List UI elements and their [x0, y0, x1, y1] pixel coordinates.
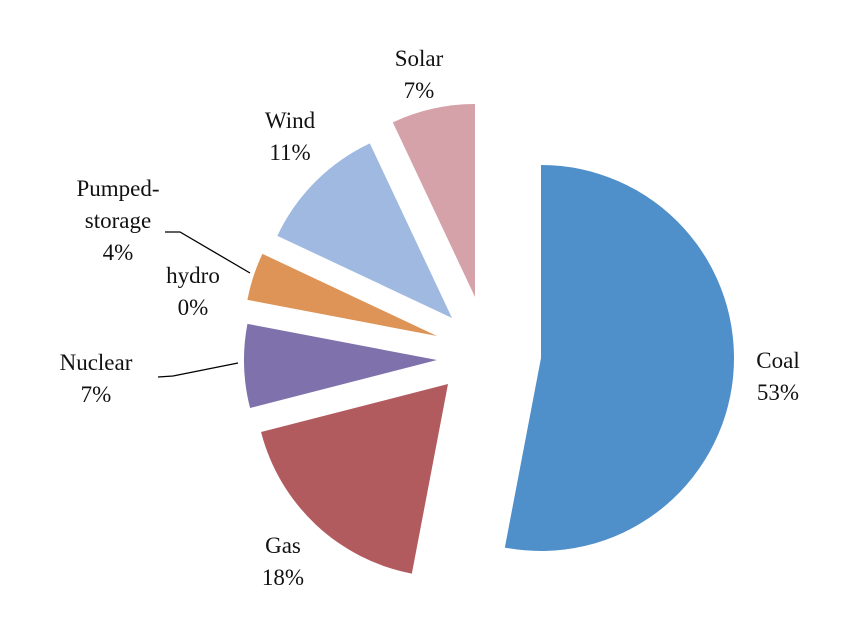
- slice-percent-wind: 11%: [269, 140, 310, 165]
- slice-name-gas: Gas: [265, 533, 301, 558]
- leader-lines: [157, 231, 251, 378]
- slice-name-wind: Wind: [265, 108, 316, 133]
- slice-percent-pumped-storage: 4%: [103, 240, 134, 265]
- leader-line-nuclear: [157, 362, 239, 378]
- slice-labels: Coal 53% Gas 18% Nuclear 7% hydro 0% Pumped-stor…: [60, 46, 800, 590]
- slice-name-solar: Solar: [395, 46, 444, 71]
- slice-label-wind: Wind 11%: [265, 108, 316, 165]
- slice-name-hydro: hydro: [166, 263, 220, 288]
- pie-slice-pumped-storage: [247, 253, 437, 336]
- slice-name-pumped-storage: storage: [85, 208, 151, 233]
- slice-label-gas: Gas 18%: [262, 533, 304, 590]
- pie-slices: [243, 104, 735, 574]
- slice-label-coal: Coal 53%: [756, 348, 799, 405]
- slice-name-pumped-storage: Pumped-: [76, 176, 159, 201]
- slice-name-coal: Coal: [756, 348, 799, 373]
- pie-slice-coal: [504, 165, 735, 551]
- slice-percent-hydro: 0%: [178, 295, 209, 320]
- slice-name-nuclear: Nuclear: [60, 350, 133, 375]
- slice-label-solar: Solar 7%: [395, 46, 444, 103]
- slice-label-pumped-storage: Pumped-storage 4%: [76, 176, 159, 265]
- pie-slice-nuclear: [243, 323, 437, 408]
- leader-line-pumped-storage: [165, 231, 251, 274]
- slice-percent-gas: 18%: [262, 565, 304, 590]
- slice-label-hydro: hydro 0%: [166, 263, 220, 320]
- pie-slice-solar: [392, 104, 475, 297]
- slice-percent-coal: 53%: [757, 380, 799, 405]
- pie-slice-wind: [277, 143, 452, 318]
- slice-percent-solar: 7%: [404, 78, 435, 103]
- slice-percent-nuclear: 7%: [81, 382, 112, 407]
- pie-slice-gas: [261, 384, 448, 574]
- slice-label-nuclear: Nuclear 7%: [60, 350, 133, 407]
